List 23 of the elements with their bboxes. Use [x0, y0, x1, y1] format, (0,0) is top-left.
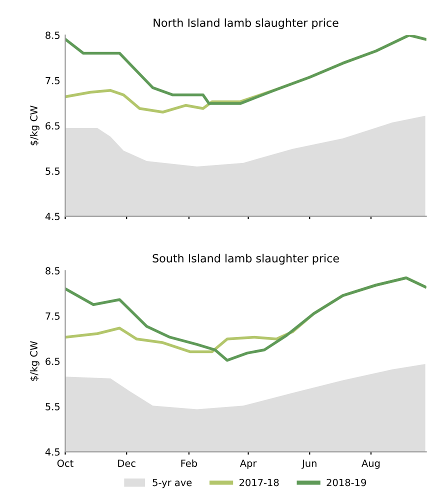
y-tick-label: 7.5 — [46, 312, 60, 320]
y-tick-label: 6.5 — [46, 122, 60, 130]
x-tick-label: Dec — [118, 460, 136, 467]
y-tick-label: 5.5 — [46, 168, 60, 175]
chart-title: North Island lamb slaughter price — [154, 18, 338, 30]
y-tick-label: 4.5 — [45, 212, 60, 220]
x-tick-label: Oct — [57, 460, 74, 467]
y-axis-title: $/kg CW — [30, 106, 40, 146]
y-tick-label: 8.5 — [46, 267, 60, 274]
legend-label: 2017-18 — [240, 478, 279, 486]
y-tick-label: 7.5 — [46, 77, 60, 84]
x-tick-label: Feb — [181, 459, 198, 467]
legend-label: 2018-19 — [326, 478, 366, 486]
y-tick-label: 8.5 — [46, 32, 60, 39]
x-tick-label: Apr — [240, 460, 257, 469]
y-axis-title: $/kg CW — [30, 341, 40, 381]
legend-label: 5-yr ave — [152, 478, 192, 488]
x-tick-label: Aug — [362, 460, 380, 469]
y-tick-label: 4.5 — [45, 448, 60, 456]
x-tick-label: Jun — [302, 460, 316, 469]
y-tick-label: 6.5 — [46, 358, 60, 366]
y-tick-label: 5.5 — [46, 403, 60, 410]
chart-title: South Island lamb slaughter price — [152, 254, 339, 265]
